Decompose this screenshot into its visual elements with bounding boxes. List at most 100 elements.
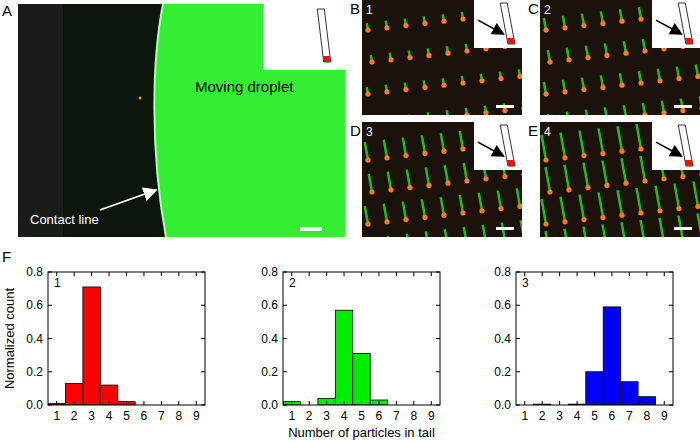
x-tick xyxy=(326,401,327,405)
x-tick xyxy=(431,401,432,405)
y-tick-label: 0.2 xyxy=(261,365,278,379)
x-tick xyxy=(109,401,110,405)
y-axis-label: Normalized count xyxy=(2,288,17,390)
particle-tail xyxy=(580,131,585,156)
particle xyxy=(623,181,628,186)
x-tick-label: 6 xyxy=(141,409,148,423)
x-tick xyxy=(629,401,630,405)
particle xyxy=(585,55,590,60)
particle-tail xyxy=(656,186,661,211)
particle-tail xyxy=(521,220,522,237)
panel-image xyxy=(540,0,700,115)
y-tick xyxy=(48,272,52,273)
arrow xyxy=(656,142,681,156)
inset-box xyxy=(263,4,345,70)
arrow xyxy=(478,20,503,34)
particle xyxy=(581,153,586,158)
particle xyxy=(600,85,605,90)
x-tick xyxy=(196,272,197,276)
particle-tail xyxy=(365,142,368,160)
pipette xyxy=(500,125,515,166)
x-tick xyxy=(431,272,432,276)
particle xyxy=(566,57,571,62)
y-tick-label: 0.8 xyxy=(494,265,511,279)
pipette xyxy=(317,9,330,62)
y-tick-label: 0.0 xyxy=(494,398,511,412)
x-tick-label: 4 xyxy=(106,409,113,423)
panel-a xyxy=(18,4,345,237)
x-tick-label: 9 xyxy=(193,409,200,423)
y-tick-label: 0.0 xyxy=(26,398,43,412)
particle xyxy=(547,59,552,64)
particle xyxy=(369,189,374,194)
panel-label: C xyxy=(528,0,539,17)
particle-tail xyxy=(445,229,448,237)
particle-tail xyxy=(403,202,406,220)
x-tick xyxy=(126,401,127,405)
pipette-tip xyxy=(507,38,515,44)
y-tick-label: 0.0 xyxy=(261,398,278,412)
particle-tail xyxy=(679,216,684,237)
particle-tail xyxy=(624,105,626,115)
bar xyxy=(318,398,335,405)
panel-label: B xyxy=(350,0,360,17)
particle xyxy=(502,174,507,179)
particle-tail xyxy=(384,140,387,158)
particle-tail xyxy=(586,110,588,115)
particle xyxy=(369,59,374,64)
scale-bar xyxy=(674,227,692,230)
particle xyxy=(562,219,567,224)
x-tick xyxy=(559,401,560,405)
inset-box xyxy=(474,0,522,48)
x-tick-label: 9 xyxy=(661,409,668,423)
image-region xyxy=(18,4,63,237)
x-tick xyxy=(196,401,197,405)
contact-line xyxy=(154,4,166,237)
particle xyxy=(680,174,685,179)
plot-frame xyxy=(48,272,205,405)
bar xyxy=(83,287,100,405)
y-tick xyxy=(436,338,440,339)
y-tick xyxy=(48,305,52,306)
particle-tail xyxy=(464,227,467,237)
particle xyxy=(365,91,370,96)
particle xyxy=(695,74,700,79)
particle-tail xyxy=(426,231,429,237)
y-tick xyxy=(516,371,520,372)
particle-tail xyxy=(584,163,589,188)
particle xyxy=(521,106,522,111)
particle-tail xyxy=(698,213,700,237)
x-tick xyxy=(361,401,362,405)
y-tick xyxy=(516,272,520,273)
x-tick-label: 1 xyxy=(53,409,60,423)
particle-tail xyxy=(561,133,566,158)
y-tick xyxy=(48,405,52,406)
particle-tail xyxy=(403,138,406,156)
particle-tail xyxy=(388,172,391,190)
particle-tail xyxy=(483,225,486,237)
y-tick-label: 0.8 xyxy=(26,265,43,279)
panel-image xyxy=(540,122,700,237)
particle xyxy=(445,181,450,186)
particle-tail xyxy=(561,197,566,222)
y-tick-label: 0.4 xyxy=(494,332,511,346)
y-tick-label: 0.6 xyxy=(494,298,511,312)
x-tick-label: 3 xyxy=(323,409,330,423)
particle-tail xyxy=(618,126,623,151)
particle xyxy=(619,19,624,24)
particle-tail xyxy=(694,181,699,206)
y-tick xyxy=(283,272,287,273)
particle-tail xyxy=(548,114,550,115)
particle-tail xyxy=(675,184,680,209)
x-tick-label: 5 xyxy=(591,409,598,423)
particle xyxy=(422,215,427,220)
particle xyxy=(502,108,507,113)
particle xyxy=(680,108,685,113)
particle xyxy=(365,157,370,162)
particle xyxy=(422,151,427,156)
particle xyxy=(638,146,643,151)
panel-number: 1 xyxy=(54,276,61,290)
particle xyxy=(543,27,548,32)
y-tick-label: 0.2 xyxy=(26,365,43,379)
particle xyxy=(388,187,393,192)
